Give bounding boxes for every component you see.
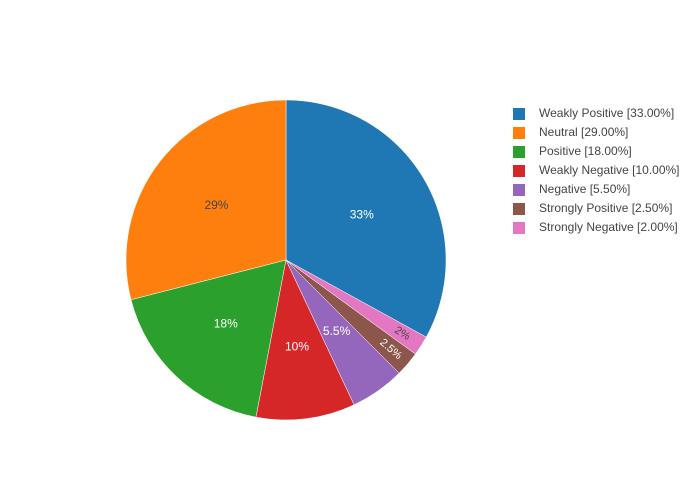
pie-slice: [130, 259, 287, 418]
pie-slice: [255, 259, 355, 421]
legend-label: Positive [18.00%]: [539, 144, 632, 158]
legend-swatch: [513, 184, 525, 196]
slice-label: 10%: [285, 339, 309, 353]
pie-slice: [285, 259, 427, 355]
legend-label: Strongly Negative [2.00%]: [539, 220, 678, 234]
legend-label: Neutral [29.00%]: [539, 125, 628, 139]
legend-label: Negative [5.50%]: [539, 182, 630, 196]
pie-slice: [285, 99, 447, 338]
slice-label: 33%: [350, 207, 374, 221]
legend-label: Weakly Positive [33.00%]: [539, 106, 674, 120]
legend-swatch: [513, 127, 525, 139]
pie-slice: [125, 99, 287, 301]
legend-swatch: [513, 108, 525, 120]
legend-swatch: [513, 203, 525, 215]
legend-swatch: [513, 222, 525, 234]
slice-label: 29%: [204, 198, 228, 212]
slice-label: 5.5%: [323, 324, 351, 338]
legend-swatch: [513, 165, 525, 177]
legend-label: Weakly Negative [10.00%]: [539, 163, 680, 177]
slice-label: 18%: [214, 316, 238, 330]
legend-swatch: [513, 146, 525, 158]
legend-label: Strongly Positive [2.50%]: [539, 201, 672, 215]
